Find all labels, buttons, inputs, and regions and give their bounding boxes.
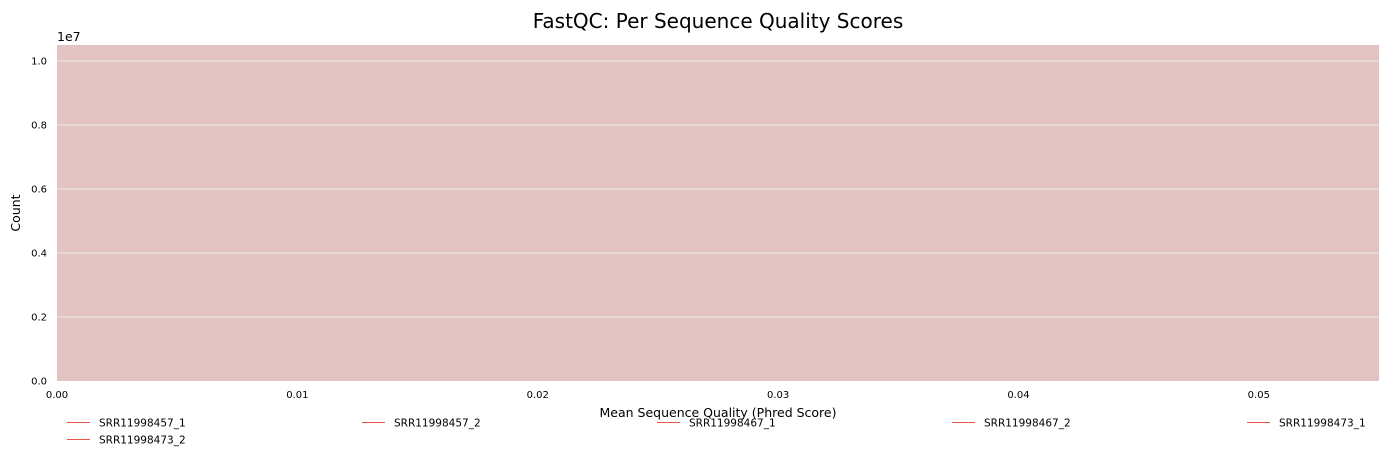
- x-tick-label-1: 0.01: [286, 390, 308, 401]
- legend-label-3: SRR11998467_2: [984, 418, 1071, 430]
- x-tick-label-2: 0.02: [527, 390, 549, 401]
- background-band-0: [57, 45, 1379, 381]
- legend-label-0: SRR11998457_1: [99, 418, 186, 430]
- plot-area: 0.0 0.2 0.4 0.6 0.8 1.0 0.00 0.01 0.02 0.03 0.04 0.…: [31, 45, 1379, 401]
- legend: SRR11998457_1 SRR11998457_2 SRR11998467_1 S…: [67, 418, 1366, 447]
- x-tick-label-0: 0.00: [46, 390, 68, 401]
- y-tick-label-0: 0.0: [31, 377, 47, 388]
- x-tick-label-4: 0.04: [1007, 390, 1029, 401]
- legend-label-1: SRR11998457_2: [394, 418, 481, 430]
- y-tick-label-3: 0.6: [31, 185, 47, 196]
- legend-label-5: SRR11998473_2: [99, 435, 186, 447]
- y-axis-label: Count: [8, 194, 23, 231]
- x-tick-label-5: 0.05: [1248, 390, 1270, 401]
- x-tick-label-3: 0.03: [767, 390, 789, 401]
- chart-title: FastQC: Per Sequence Quality Scores: [533, 9, 904, 33]
- y-tick-label-4: 0.8: [31, 121, 47, 132]
- legend-label-4: SRR11998473_1: [1279, 418, 1366, 430]
- legend-label-2: SRR11998467_1: [689, 418, 776, 430]
- y-tick-label-1: 0.2: [31, 313, 47, 324]
- x-axis-label: Mean Sequence Quality (Phred Score): [600, 405, 837, 420]
- y-tick-label-2: 0.4: [31, 249, 47, 260]
- y-tick-label-5: 1.0: [31, 57, 47, 68]
- y-axis-offset-text: 1e7: [57, 29, 81, 44]
